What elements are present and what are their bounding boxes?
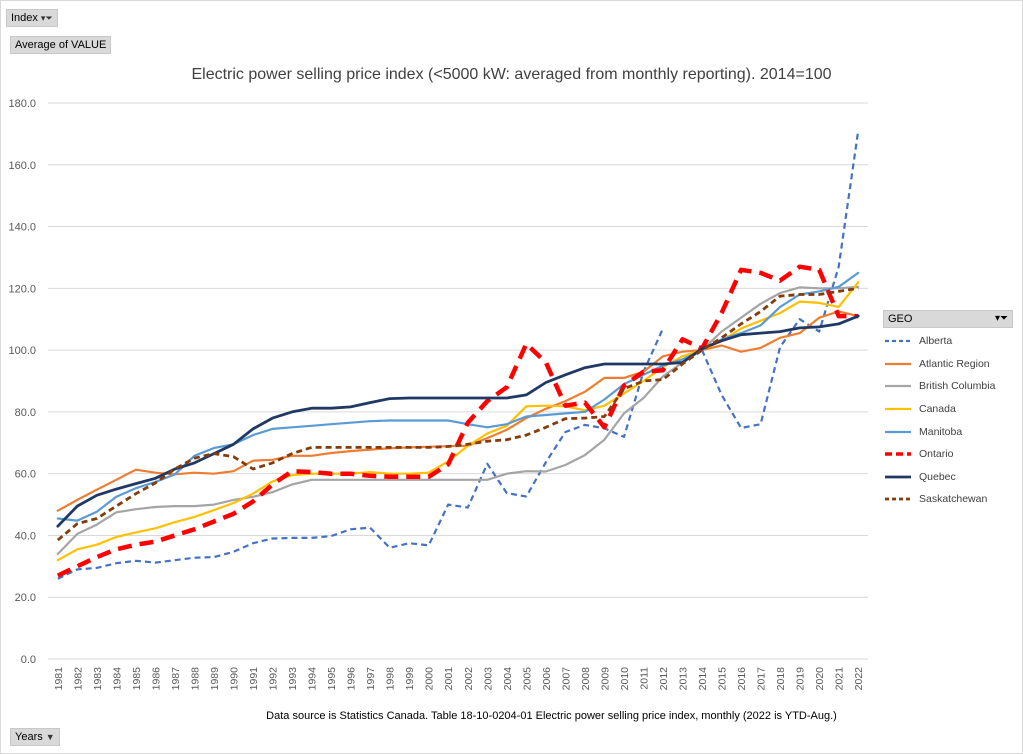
value-field-label: Average of VALUE	[15, 39, 107, 51]
x-tick-label: 2004	[502, 667, 514, 691]
legend-swatch	[885, 407, 911, 411]
y-tick-label: 40.0	[15, 530, 36, 542]
filter-funnel-icon: ▾⏷	[994, 313, 1008, 324]
x-tick-label: 1995	[326, 667, 338, 691]
x-tick-label: 2017	[756, 667, 768, 691]
chevron-down-icon: ▼	[45, 732, 55, 742]
index-field-label: Index	[11, 12, 38, 24]
x-tick-label: 1985	[131, 667, 143, 691]
x-tick-label: 1986	[150, 667, 162, 691]
legend-title: GEO	[888, 313, 913, 325]
x-tick-label: 2002	[463, 667, 475, 691]
x-tick-label: 2019	[795, 667, 807, 691]
x-tick-label: 2001	[443, 667, 455, 691]
y-tick-label: 80.0	[15, 407, 36, 419]
x-tick-label: 1981	[53, 667, 65, 691]
y-tick-label: 60.0	[15, 469, 36, 481]
years-field-label: Years	[15, 731, 43, 743]
x-tick-label: 1994	[307, 667, 319, 691]
legend-header[interactable]: GEO ▾⏷	[883, 310, 1013, 328]
legend-item-ontario: Ontario	[883, 443, 1013, 466]
legend-item-atlantic-region: Atlantic Region	[883, 353, 1013, 376]
x-tick-label: 2020	[814, 667, 826, 691]
x-tick-label: 2021	[834, 667, 846, 691]
x-tick-label: 2006	[541, 667, 553, 691]
x-tick-label: 2015	[717, 667, 729, 691]
x-tick-label: 2003	[482, 667, 494, 691]
chart-title: Electric power selling price index (<500…	[191, 66, 832, 83]
series-line-alberta	[57, 328, 665, 580]
x-tick-label: 1984	[111, 667, 123, 691]
series-line-british-columbia	[56, 285, 860, 556]
legend-label: Atlantic Region	[919, 357, 990, 370]
x-tick-label: 2008	[580, 667, 592, 691]
value-field-button[interactable]: Average of VALUE	[10, 36, 112, 54]
filter-funnel-icon: ▾⏷	[40, 13, 53, 23]
legend-item-saskatchewan: Saskatchewan	[883, 488, 1013, 511]
data-source-note: Data source is Statistics Canada. Table …	[266, 710, 837, 722]
y-tick-label: 180.0	[8, 98, 36, 110]
series-line-ontario	[56, 264, 859, 578]
legend-label: Quebec	[919, 470, 956, 483]
legend-label: Saskatchewan	[919, 493, 988, 506]
x-tick-label: 1987	[170, 667, 182, 691]
legend-item-british-columbia: British Columbia	[883, 375, 1013, 398]
x-tick-label: 2010	[619, 667, 631, 691]
series-line-quebec	[56, 314, 860, 528]
x-tick-label: 2009	[599, 667, 611, 691]
y-tick-label: 0.0	[21, 654, 36, 666]
x-tick-label: 2000	[424, 667, 436, 691]
legend: GEO ▾⏷ Alberta Atlantic Region British Col…	[883, 310, 1013, 511]
x-tick-label: 2012	[658, 667, 670, 691]
legend-label: Canada	[919, 403, 956, 416]
x-tick-label: 1983	[92, 667, 104, 691]
x-tick-label: 2022	[853, 667, 865, 691]
x-tick-label: 2005	[521, 667, 533, 691]
x-tick-label: 1999	[404, 667, 416, 691]
index-field-button[interactable]: Index ▾⏷	[6, 9, 58, 27]
x-tick-label: 2014	[697, 667, 709, 691]
legend-label: British Columbia	[919, 380, 996, 393]
x-tick-label: 2007	[560, 667, 572, 691]
x-tick-label: 1988	[189, 667, 201, 691]
y-tick-label: 160.0	[8, 160, 36, 172]
legend-swatch	[885, 498, 911, 501]
x-tick-label: 1993	[287, 667, 299, 691]
legend-swatch	[885, 385, 911, 388]
legend-swatch	[885, 340, 911, 343]
x-tick-label: 1991	[248, 667, 260, 691]
x-tick-label: 1996	[346, 667, 358, 691]
series-line-manitoba	[56, 271, 860, 522]
legend-swatch	[885, 430, 911, 433]
x-tick-label: 2018	[775, 667, 787, 691]
series-line-canada	[56, 281, 860, 562]
legend-swatch	[885, 475, 911, 479]
legend-swatch	[885, 362, 911, 365]
x-tick-label: 1997	[365, 667, 377, 691]
x-tick-label: 1992	[268, 667, 280, 691]
legend-item-quebec: Quebec	[883, 466, 1013, 489]
x-tick-label: 2011	[638, 667, 650, 690]
legend-label: Manitoba	[919, 425, 963, 438]
x-tick-label: 2013	[678, 667, 690, 691]
legend-item-alberta: Alberta	[883, 330, 1013, 353]
y-tick-label: 140.0	[8, 222, 36, 234]
x-tick-label: 2016	[736, 667, 748, 691]
legend-item-manitoba: Manitoba	[883, 420, 1013, 443]
series-line-alberta	[700, 130, 860, 430]
x-tick-label: 1982	[72, 667, 84, 691]
legend-swatch	[885, 452, 911, 457]
y-tick-label: 20.0	[15, 592, 36, 604]
legend-item-canada: Canada	[883, 398, 1013, 421]
y-tick-label: 100.0	[8, 345, 36, 357]
y-tick-label: 120.0	[8, 283, 36, 295]
x-tick-label: 1998	[385, 667, 397, 691]
x-tick-label: 1989	[209, 667, 221, 691]
legend-label: Alberta	[919, 335, 953, 348]
series-line-saskatchewan	[56, 286, 859, 542]
years-field-button[interactable]: Years ▼	[10, 728, 60, 746]
legend-label: Ontario	[919, 448, 954, 461]
x-tick-label: 1990	[228, 667, 240, 691]
